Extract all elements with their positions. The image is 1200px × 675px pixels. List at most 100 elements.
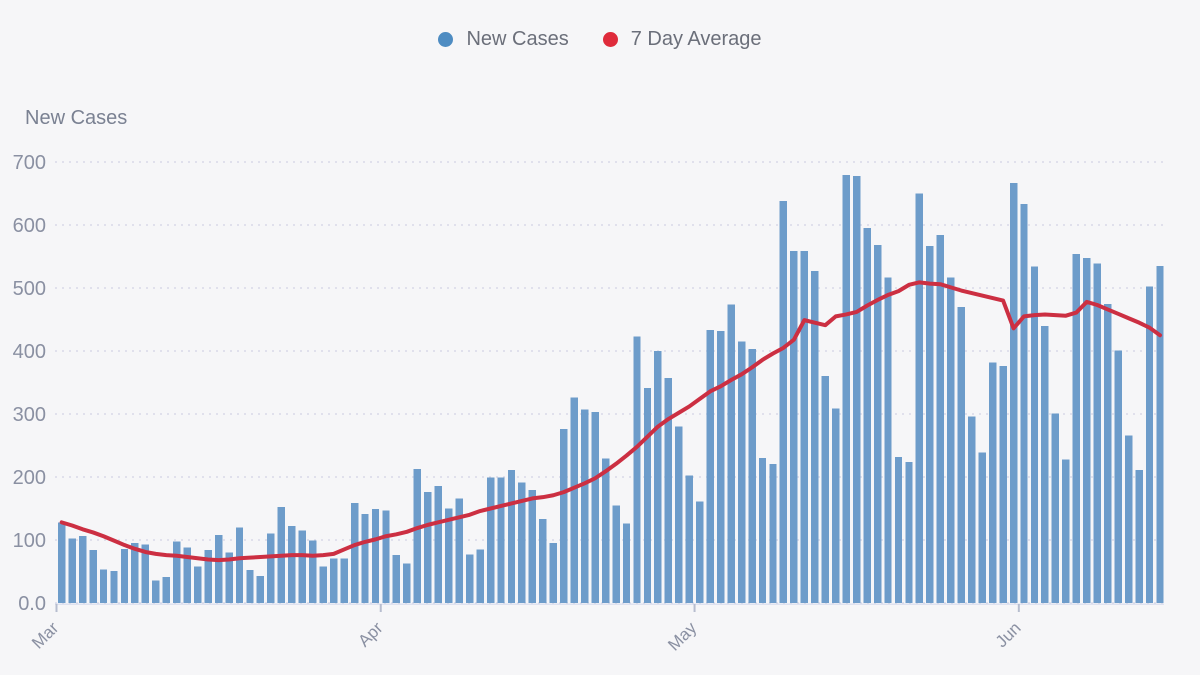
bar[interactable] [769, 463, 777, 603]
bar[interactable] [99, 569, 108, 603]
bar[interactable] [873, 245, 882, 603]
bar[interactable] [748, 349, 756, 603]
bar[interactable] [1093, 263, 1101, 603]
bar[interactable] [800, 250, 809, 603]
bar[interactable] [968, 416, 976, 603]
bar[interactable] [298, 530, 306, 603]
bar[interactable] [235, 527, 244, 603]
bar[interactable] [382, 510, 390, 603]
bar[interactable] [392, 555, 401, 603]
bar[interactable] [1156, 265, 1164, 603]
bar[interactable] [832, 408, 840, 603]
bar[interactable] [1030, 266, 1039, 603]
bar[interactable] [779, 201, 788, 603]
bar[interactable] [455, 498, 463, 603]
bar[interactable] [654, 351, 662, 603]
bar[interactable] [706, 330, 714, 603]
bar[interactable] [737, 341, 746, 603]
bar[interactable] [193, 566, 202, 603]
bar[interactable] [497, 477, 505, 603]
bar[interactable] [152, 580, 160, 603]
bar[interactable] [926, 245, 934, 604]
bar[interactable] [811, 270, 819, 603]
bar[interactable] [905, 461, 913, 603]
bar[interactable] [424, 492, 432, 603]
bar[interactable] [863, 228, 871, 603]
bar[interactable] [1124, 435, 1133, 603]
bar[interactable] [915, 193, 924, 604]
bar[interactable] [570, 397, 578, 603]
bar[interactable] [643, 388, 652, 603]
bar[interactable] [549, 543, 558, 603]
bar[interactable] [350, 502, 359, 603]
bar[interactable] [58, 522, 66, 603]
bar[interactable] [329, 558, 338, 603]
bar[interactable] [486, 477, 495, 603]
bar[interactable] [465, 554, 474, 603]
bar[interactable] [821, 376, 829, 603]
bar[interactable] [371, 509, 380, 603]
bar[interactable] [685, 475, 693, 603]
bar[interactable] [1145, 286, 1154, 603]
bar[interactable] [434, 485, 442, 603]
bar[interactable] [246, 570, 254, 603]
bar[interactable] [476, 549, 484, 603]
bar[interactable] [267, 533, 275, 603]
bar[interactable] [758, 458, 767, 603]
bar[interactable] [1062, 459, 1070, 603]
bar[interactable] [256, 575, 265, 603]
bar[interactable] [947, 277, 955, 603]
bar[interactable] [403, 563, 411, 603]
bar[interactable] [162, 577, 170, 603]
bar[interactable] [696, 501, 704, 603]
bar[interactable] [110, 570, 118, 603]
bar[interactable] [1051, 413, 1060, 603]
bar[interactable] [591, 412, 599, 603]
bar[interactable] [999, 366, 1007, 603]
bar[interactable] [884, 277, 892, 603]
bar[interactable] [581, 409, 589, 603]
bar[interactable] [664, 378, 673, 603]
bar[interactable] [445, 508, 453, 604]
bar[interactable] [173, 541, 181, 603]
bar[interactable] [957, 306, 965, 603]
bar[interactable] [340, 558, 348, 603]
bar[interactable] [560, 429, 568, 603]
bar[interactable] [716, 330, 725, 603]
bar[interactable] [601, 458, 610, 603]
bar[interactable] [1020, 204, 1028, 603]
bar[interactable] [842, 175, 850, 604]
bar[interactable] [1009, 182, 1018, 604]
bar[interactable] [1135, 470, 1143, 603]
bar[interactable] [361, 514, 369, 603]
bar[interactable] [131, 543, 139, 603]
bar[interactable] [539, 519, 547, 603]
bar[interactable] [894, 456, 903, 603]
bar[interactable] [675, 426, 683, 603]
bar[interactable] [528, 490, 537, 603]
bar[interactable] [1072, 253, 1081, 604]
bar[interactable] [204, 550, 212, 603]
bar[interactable] [936, 235, 945, 603]
bar[interactable] [89, 550, 97, 603]
bar[interactable] [633, 336, 641, 603]
bar[interactable] [214, 534, 223, 603]
bar[interactable] [225, 552, 233, 603]
bar[interactable] [727, 304, 735, 603]
legend-item-7-day-average[interactable]: 7 Day Average [602, 28, 762, 51]
bar[interactable] [852, 175, 861, 604]
bar[interactable] [622, 523, 631, 603]
bar[interactable] [78, 536, 87, 603]
bar[interactable] [988, 362, 997, 603]
bar[interactable] [1083, 257, 1091, 603]
legend-item-new-cases[interactable]: New Cases [438, 28, 569, 51]
bar[interactable] [309, 540, 317, 603]
bar[interactable] [413, 468, 422, 603]
bar[interactable] [518, 482, 526, 603]
bar[interactable] [68, 538, 76, 603]
bar[interactable] [141, 544, 150, 603]
bar[interactable] [183, 547, 191, 603]
bar[interactable] [612, 505, 620, 603]
bar[interactable] [288, 526, 296, 603]
bar[interactable] [120, 548, 129, 603]
